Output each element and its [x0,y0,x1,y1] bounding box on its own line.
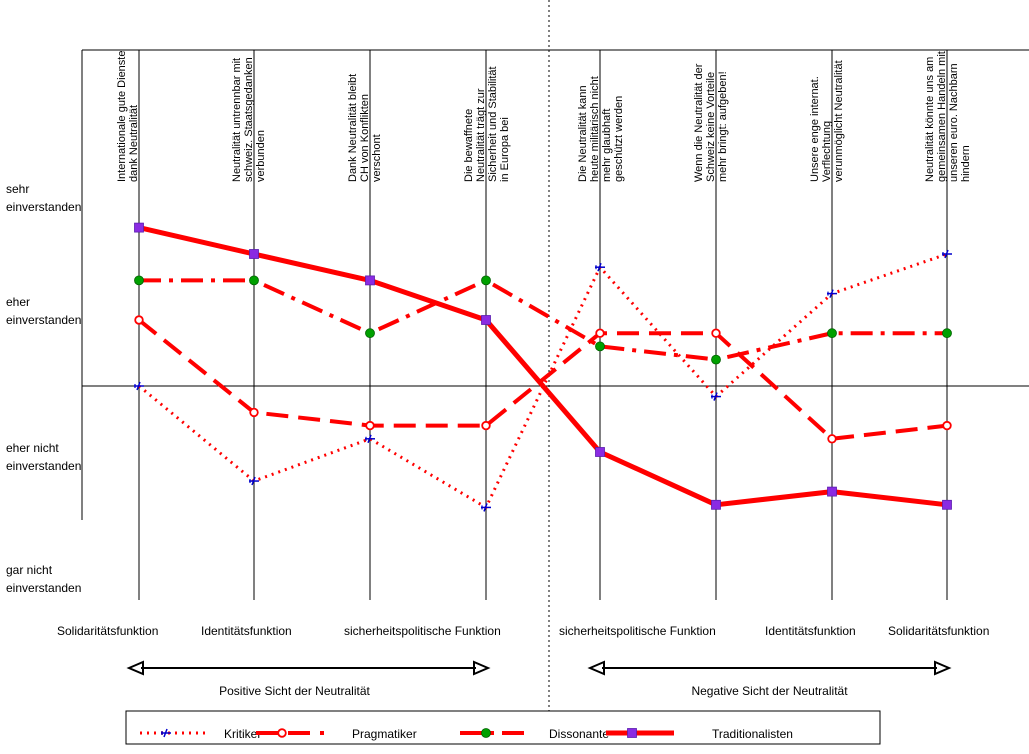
statement-label-8: Neutralität könnte uns amgemeinsamen Han… [924,51,972,182]
svg-text:Internationale gute Dienstedan: Internationale gute Dienstedank Neutrali… [116,51,140,182]
point-pragmatiker-1 [134,315,144,325]
svg-text:Die Neutralität kannheute mili: Die Neutralität kannheute militärisch ni… [577,76,625,182]
statement-label-1: Internationale gute Dienstedank Neutrali… [116,51,140,182]
series-dissonante [134,275,952,365]
statement-label-5: Die Neutralität kannheute militärisch ni… [577,76,625,182]
point-pragmatiker-3 [365,420,375,431]
series-line-dissonante [139,278,947,362]
legend-item-traditionalisten: Traditionalisten [606,727,793,741]
point-traditionalisten-6 [711,499,721,510]
legend-label-kritiker: Kritiker [224,727,261,741]
legend-label-pragmatiker: Pragmatiker [352,727,417,741]
point-pragmatiker-5 [595,328,605,338]
category-label-5: sicherheitspolitische Funktion [559,624,716,638]
series-line-traditionalisten [138,225,948,508]
axes-layer [81,0,1029,712]
point-traditionalisten-4 [481,315,491,325]
statement-label-7: Unsere enge internat.Verflechtungverunmö… [809,60,845,182]
series-layer [134,222,952,512]
svg-text:Unsere enge internat.Verflecht: Unsere enge internat.Verflechtungverunmö… [809,60,845,182]
point-dissonante-3 [365,328,375,339]
point-kritiker-3 [365,434,375,444]
legend-marker-dissonante [481,728,491,738]
group-label-2: Negative Sicht der Neutralität [691,684,848,698]
svg-text:Neutralität könnte uns amgemei: Neutralität könnte uns amgemeinsamen Han… [924,51,972,182]
group-arrow-2 [587,660,952,676]
point-kritiker-4 [481,503,491,512]
legend-item-pragmatiker: Pragmatiker [256,727,417,741]
point-pragmatiker-2 [249,407,259,418]
point-dissonante-2 [249,275,259,286]
point-dissonante-1 [134,275,144,286]
point-kritiker-8 [942,249,952,259]
legend-label-traditionalisten: Traditionalisten [712,727,793,741]
svg-text:Dank Neutralität bleibtCH von: Dank Neutralität bleibtCH von Konflikten… [347,74,383,182]
group-label-1: Positive Sicht der Neutralität [219,684,370,698]
statement-label-3: Dank Neutralität bleibtCH von Konflikten… [347,74,383,182]
point-dissonante-4 [481,275,491,286]
legend-box [125,710,881,745]
point-dissonante-6 [711,354,721,365]
legend-item-kritiker: Kritiker [140,727,261,741]
svg-text:Neutralität untrennbar mitschw: Neutralität untrennbar mitschweiz. Staat… [231,57,267,182]
y-level-label-3: eher nicht einverstanden [6,441,81,473]
point-kritiker-6 [711,392,721,401]
category-label-3: sicherheitspolitische Funktion [344,624,501,638]
point-traditionalisten-1 [134,222,144,233]
series-pragmatiker [134,315,952,444]
point-pragmatiker-8 [942,420,952,431]
legend: Kritiker Pragmatiker Dissonante Traditional… [125,710,881,745]
legend-marker-traditionalisten [627,728,637,738]
point-traditionalisten-3 [365,275,375,286]
point-dissonante-7 [827,328,837,339]
point-kritiker-5 [595,262,605,272]
point-traditionalisten-7 [827,486,837,497]
point-dissonante-8 [942,328,952,339]
point-traditionalisten-2 [249,249,259,259]
statement-label-2: Neutralität untrennbar mitschweiz. Staat… [231,57,267,182]
point-kritiker-7 [827,289,837,298]
point-dissonante-5 [595,341,605,352]
point-kritiker-2 [249,476,259,486]
category-label-2: Identitätsfunktion [201,624,292,638]
labels-layer: Internationale gute Dienstedank Neutrali… [6,51,989,698]
series-line-pragmatiker [137,318,948,441]
category-label-8: Solidaritätsfunktion [888,624,989,638]
legend-marker-kritiker [161,728,171,738]
point-traditionalisten-5 [595,447,605,457]
point-pragmatiker-6 [711,328,721,338]
svg-text:Wenn die Neutralität derSchwei: Wenn die Neutralität derSchweiz keine Vo… [693,63,729,182]
y-level-label-1: sehr einverstanden [6,182,81,214]
point-kritiker-1 [134,381,144,391]
category-label-1: Solidaritätsfunktion [57,624,158,638]
legend-item-dissonante: Dissonante [460,727,609,741]
y-level-label-4: gar nicht einverstanden [6,563,81,595]
point-traditionalisten-8 [942,499,952,510]
svg-text:Die bewaffneteNeutralität träg: Die bewaffneteNeutralität trägt zurSiche… [463,66,511,182]
legend-label-dissonante: Dissonante [549,727,609,741]
group-arrow-1 [126,660,491,676]
y-level-label-2: eher einverstanden [6,295,81,327]
category-label-6: Identitätsfunktion [765,624,856,638]
statement-label-4: Die bewaffneteNeutralität trägt zurSiche… [463,66,511,182]
series-traditionalisten [134,222,952,510]
point-pragmatiker-7 [827,434,837,444]
statement-label-6: Wenn die Neutralität derSchweiz keine Vo… [693,63,729,182]
point-pragmatiker-4 [481,420,491,431]
legend-marker-pragmatiker [277,728,287,738]
